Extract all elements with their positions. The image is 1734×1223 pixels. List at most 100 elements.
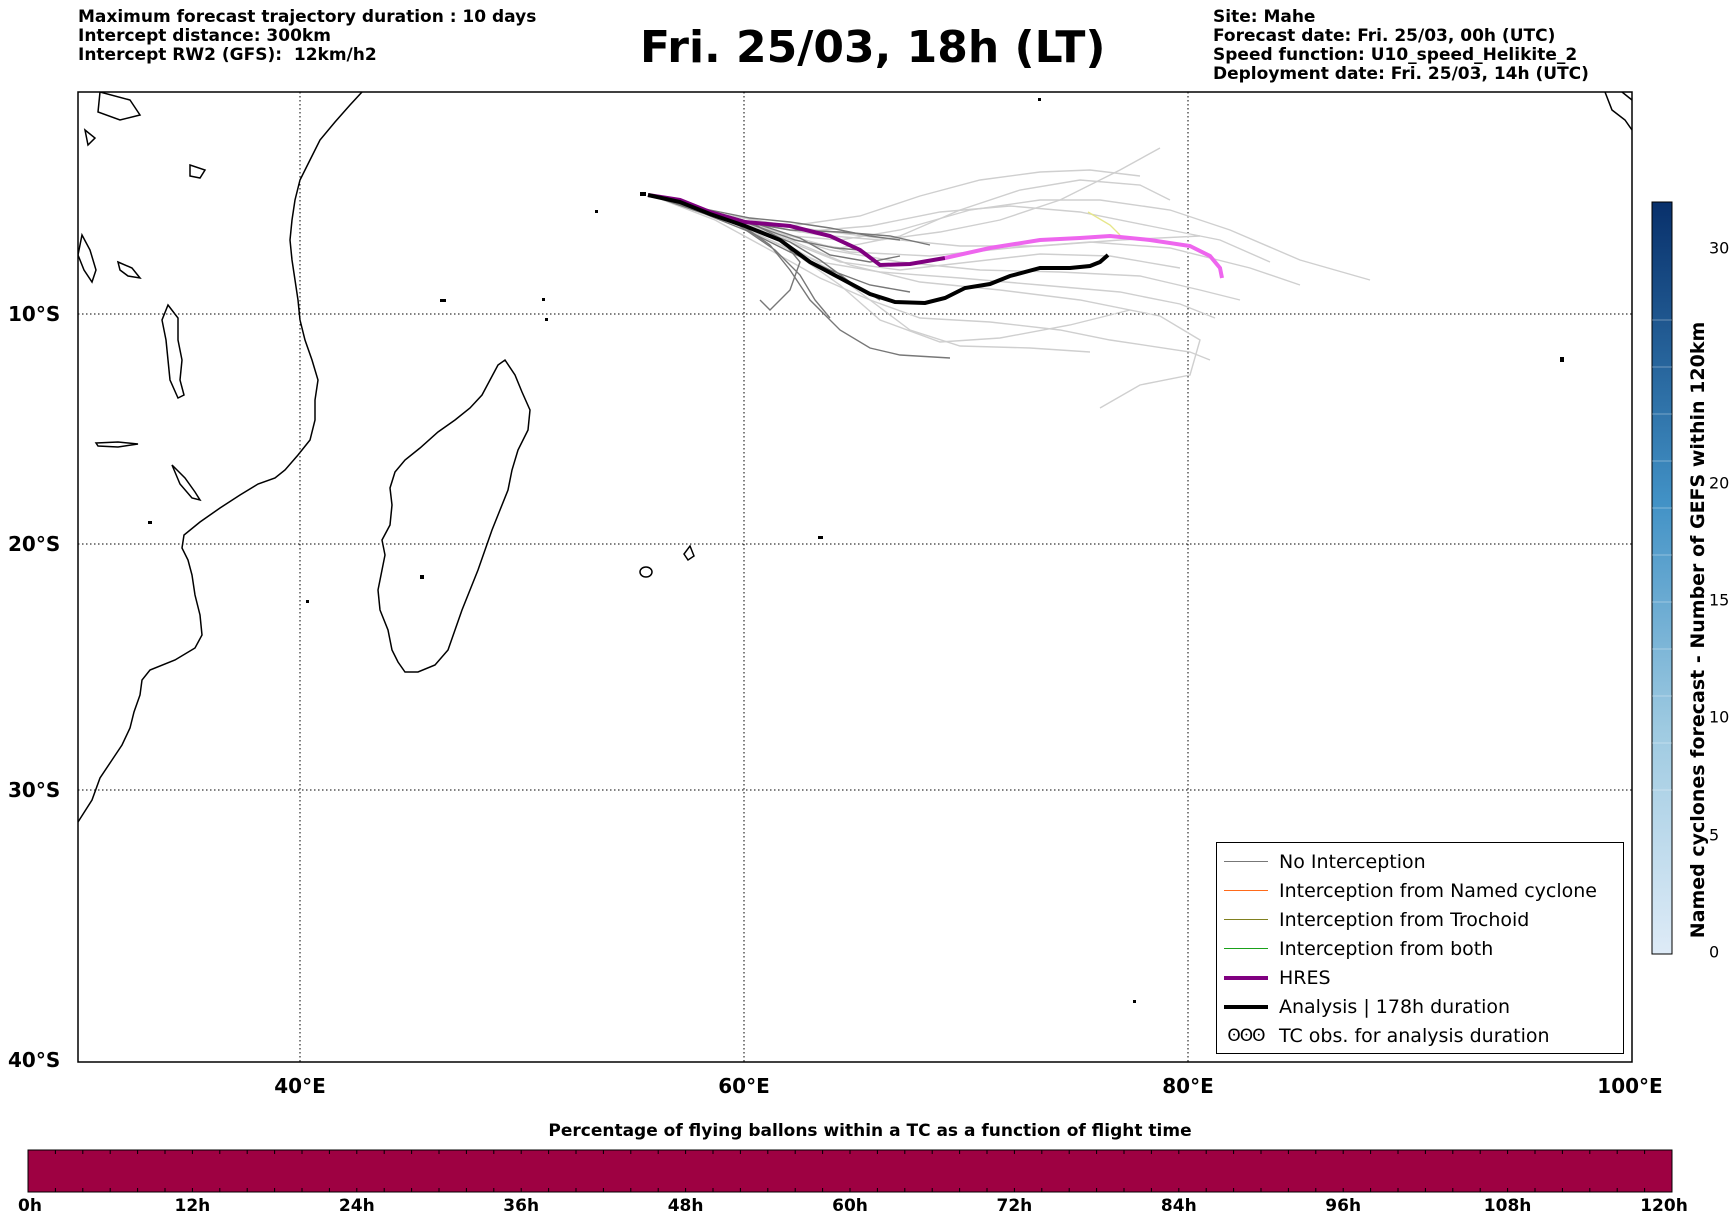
legend-item-tc-obs: ʘʘʘ TC obs. for analysis duration xyxy=(1217,1021,1623,1050)
colorbar-tick-label: 20 xyxy=(1709,473,1730,493)
island-dot xyxy=(818,536,823,539)
speed-function-text: Speed function: U10_speed_Helikite_2 xyxy=(1213,45,1578,65)
flight-time-bar xyxy=(27,1149,1673,1193)
trajectory-line xyxy=(1087,211,1121,236)
flight-time-tick-label: 120h xyxy=(1640,1196,1688,1216)
legend-label: Interception from both xyxy=(1279,937,1494,960)
trajectory-line xyxy=(649,194,1211,361)
forecast-date-text: Forecast date: Fri. 25/03, 00h (UTC) xyxy=(1213,26,1556,46)
lon-label-60e: 60°E xyxy=(718,1074,770,1098)
colorbar-tick-label: 30 xyxy=(1709,238,1730,258)
island-dot xyxy=(420,575,424,579)
legend-label: HRES xyxy=(1279,966,1331,989)
legend-item-analysis: Analysis | 178h duration xyxy=(1217,992,1623,1021)
legend-swatch xyxy=(1224,975,1268,980)
island-dots xyxy=(148,98,1564,1003)
flight-time-bar-title: Percentage of flying ballons within a TC… xyxy=(548,1121,1192,1141)
map-gridlines xyxy=(78,92,1632,1062)
max-duration-text: Maximum forecast trajectory duration : 1… xyxy=(78,7,537,27)
colorbar-tick-label: 10 xyxy=(1709,707,1730,727)
legend-item-no-interception: No Interception xyxy=(1217,847,1623,876)
lat-label-40s: 40°S xyxy=(8,1048,61,1072)
map-frame xyxy=(77,91,1633,1063)
legend-swatch xyxy=(1224,919,1268,920)
colorbar-title: Named cyclones forecast - Number of GEFS… xyxy=(1687,321,1709,939)
lon-label-40e: 40°E xyxy=(274,1074,326,1098)
mauritius-island xyxy=(683,544,695,562)
header-left-info: Maximum forecast trajectory duration : 1… xyxy=(78,8,536,65)
island-dot xyxy=(148,521,152,524)
island-shape xyxy=(97,92,142,121)
legend-swatch xyxy=(1224,861,1268,862)
cyclone-colorbar xyxy=(1651,201,1673,955)
colorbar-tick-label: 0 xyxy=(1709,942,1720,962)
flight-time-tick-label: 96h xyxy=(1325,1196,1362,1216)
site-text: Site: Mahe xyxy=(1213,7,1316,27)
madagascar-coastline xyxy=(377,358,531,673)
lat-label-30s: 30°S xyxy=(8,778,61,802)
tc-symbol-icon: ʘʘʘ xyxy=(1227,1025,1265,1046)
analysis-trajectory xyxy=(647,193,1110,306)
island-shape xyxy=(94,441,139,448)
legend-label: Analysis | 178h duration xyxy=(1279,995,1511,1018)
intercept-rw2-text: Intercept RW2 (GFS): 12km/h2 xyxy=(78,45,377,65)
colorbar-fill xyxy=(1651,201,1673,955)
small-islands xyxy=(78,92,1632,578)
flight-time-tick-label: 60h xyxy=(832,1196,868,1216)
flight-time-tick-label: 0h xyxy=(18,1196,42,1216)
trajectory-line xyxy=(649,194,1201,409)
flight-time-tick-label: 108h xyxy=(1483,1196,1532,1216)
map-title: Fri. 25/03, 18h (LT) xyxy=(640,22,1106,73)
legend-label: TC obs. for analysis duration xyxy=(1279,1024,1550,1047)
lat-label-10s: 10°S xyxy=(8,302,61,326)
hres-trajectory-late xyxy=(944,233,1224,279)
island-shape xyxy=(171,464,202,502)
island-shape xyxy=(78,232,97,284)
intercept-distance-text: Intercept distance: 300km xyxy=(78,26,331,46)
header-right-info: Site: Mahe Forecast date: Fri. 25/03, 00h… xyxy=(1213,8,1589,84)
island-shape xyxy=(116,260,142,280)
island-dot xyxy=(595,210,598,213)
flight-time-tick-label: 84h xyxy=(1160,1196,1197,1216)
island-shape xyxy=(1621,92,1632,101)
flight-time-bar-fill xyxy=(27,1149,1673,1193)
flight-time-tick-label: 24h xyxy=(338,1196,375,1216)
island-dot xyxy=(545,318,548,321)
flight-time-tick-label: 36h xyxy=(503,1196,540,1216)
lon-label-80e: 80°E xyxy=(1162,1074,1214,1098)
lon-label-100e: 100°E xyxy=(1597,1074,1663,1098)
island-dot xyxy=(1038,98,1041,101)
island-dot xyxy=(306,600,309,603)
flight-time-tick-label: 48h xyxy=(667,1196,704,1216)
colorbar-tick-label: 15 xyxy=(1709,590,1730,610)
island-shape xyxy=(189,163,207,179)
island-shape xyxy=(1604,92,1632,131)
island-shape xyxy=(161,303,185,400)
lat-label-20s: 20°S xyxy=(8,532,61,556)
africa-coastline xyxy=(78,92,363,823)
island-dot xyxy=(1560,357,1564,362)
legend-swatch xyxy=(1224,1004,1268,1009)
legend-label: No Interception xyxy=(1279,850,1426,873)
island-dot xyxy=(542,298,545,301)
trajectory-line xyxy=(649,194,1201,247)
legend-label: Interception from Named cyclone xyxy=(1279,879,1597,902)
reunion-island xyxy=(639,566,653,578)
colorbar-tick-label: 5 xyxy=(1709,825,1720,845)
flight-time-tick-label: 12h xyxy=(174,1196,211,1216)
legend-item-trochoid: Interception from Trochoid xyxy=(1217,905,1623,934)
legend-item-named-cyclone: Interception from Named cyclone xyxy=(1217,876,1623,905)
legend-swatch xyxy=(1224,890,1268,891)
island-dot xyxy=(1133,1000,1136,1003)
island-dot xyxy=(440,299,446,302)
legend-item-both: Interception from both xyxy=(1217,934,1623,963)
map-legend: No Interception Interception from Named … xyxy=(1216,842,1624,1054)
legend-swatch xyxy=(1224,948,1268,949)
deployment-date-text: Deployment date: Fri. 25/03, 14h (UTC) xyxy=(1213,64,1589,84)
legend-label: Interception from Trochoid xyxy=(1279,908,1530,931)
flight-time-tick-label: 72h xyxy=(996,1196,1033,1216)
trajectory-line xyxy=(649,194,1181,271)
legend-item-hres: HRES xyxy=(1217,963,1623,992)
seychelles-dot xyxy=(640,192,646,196)
